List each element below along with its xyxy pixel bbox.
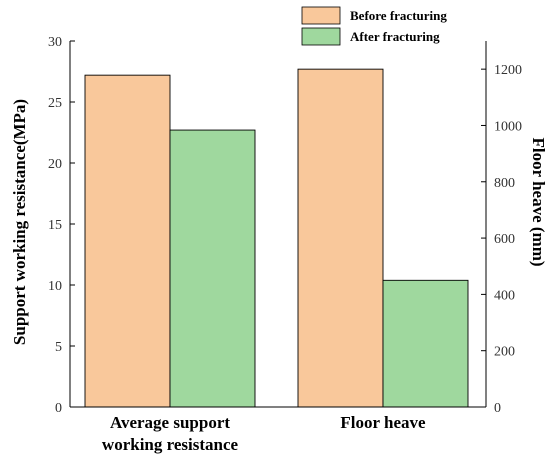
y-right-tick-label: 0 [494, 401, 501, 416]
bar-before-floor-heave [297, 68, 384, 408]
category-label-1-line-1: Floor heave [340, 413, 426, 432]
legend: Before fracturing After fracturing [301, 6, 447, 46]
y-right-tick-label: 200 [494, 345, 515, 360]
y-left-tick-label: 15 [48, 218, 62, 233]
y-right-tick-label: 400 [494, 288, 515, 303]
y-axis-left-title: Support working resistance(MPa) [10, 99, 29, 345]
bar-after-support-resistance [169, 129, 256, 408]
y-left-tick-label: 25 [48, 96, 62, 111]
y-axis-right-title: Floor heave (mm) [529, 137, 548, 266]
y-left-tick-label: 30 [48, 35, 62, 50]
y-right-tick-label: 1200 [494, 63, 522, 78]
legend-label-after: After fracturing [350, 29, 440, 44]
category-label-0-line-1: Average support [110, 413, 230, 432]
y-right-tick-label: 1000 [494, 119, 522, 134]
y-right-tick-label: 800 [494, 176, 515, 191]
y-right-tick-label: 600 [494, 232, 515, 247]
category-label-0-line-2: working resistance [102, 435, 239, 454]
y-left-tick-label: 5 [55, 340, 62, 355]
bars-layer [84, 68, 469, 408]
legend-swatch-before [301, 6, 341, 25]
bar-before-support-resistance [84, 74, 171, 408]
legend-label-before: Before fracturing [350, 8, 447, 23]
bar-after-floor-heave [382, 279, 469, 408]
legend-swatch-after [301, 27, 341, 46]
y-left-tick-label: 20 [48, 157, 62, 172]
y-left-tick-label: 0 [55, 401, 62, 416]
axes-layer: 0 5 10 15 20 25 30 0 200 400 600 800 1000 1200 [48, 35, 522, 416]
category-labels: Average support working resistance Floor… [102, 413, 426, 454]
y-left-tick-label: 10 [48, 279, 62, 294]
